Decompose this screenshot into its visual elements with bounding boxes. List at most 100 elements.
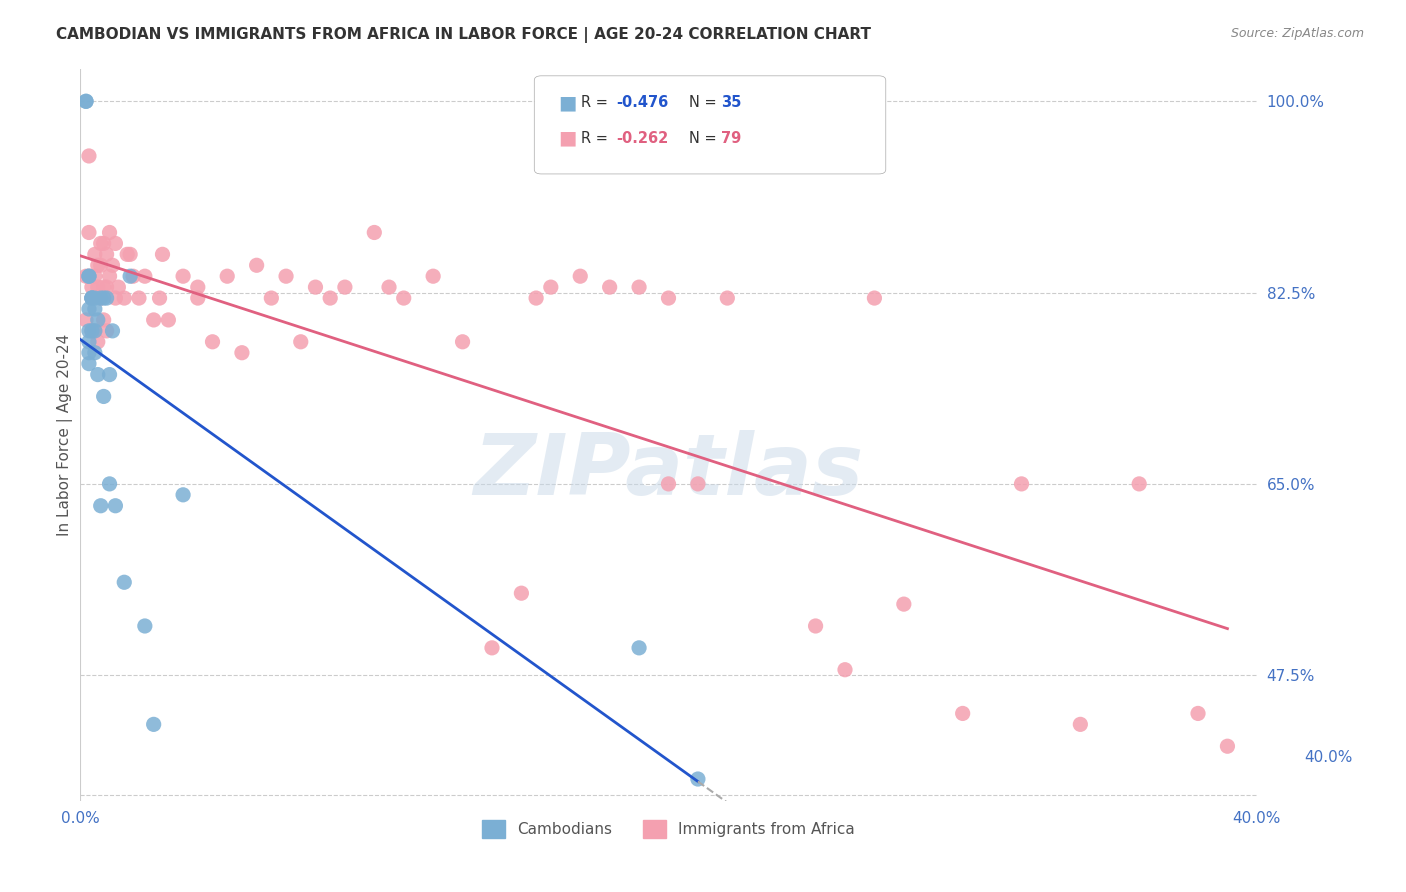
Point bbox=[77, 301, 100, 316]
Point bbox=[834, 663, 856, 677]
Point bbox=[392, 291, 415, 305]
Point bbox=[77, 324, 100, 338]
Point bbox=[1069, 717, 1091, 731]
Point bbox=[87, 313, 110, 327]
Text: Source: ZipAtlas.com: Source: ZipAtlas.com bbox=[1230, 27, 1364, 40]
Text: R =: R = bbox=[581, 131, 612, 145]
Point bbox=[217, 269, 239, 284]
Point bbox=[83, 324, 105, 338]
Point bbox=[77, 269, 100, 284]
Point bbox=[96, 324, 118, 338]
Point bbox=[1011, 476, 1033, 491]
Point bbox=[77, 334, 100, 349]
Point bbox=[540, 280, 562, 294]
Point bbox=[93, 291, 115, 305]
Point bbox=[98, 226, 121, 240]
Point bbox=[716, 291, 738, 305]
Point bbox=[96, 247, 118, 261]
Point bbox=[134, 619, 156, 633]
Point bbox=[80, 291, 103, 305]
Point bbox=[524, 291, 547, 305]
Point bbox=[77, 357, 100, 371]
Point bbox=[142, 717, 165, 731]
Point bbox=[481, 640, 503, 655]
Point bbox=[274, 269, 297, 284]
Point bbox=[628, 640, 651, 655]
Point bbox=[96, 291, 118, 305]
Point bbox=[77, 149, 100, 163]
Text: N =: N = bbox=[689, 95, 721, 110]
Point bbox=[98, 476, 121, 491]
Point bbox=[80, 324, 103, 338]
Point bbox=[378, 280, 401, 294]
Text: -0.476: -0.476 bbox=[616, 95, 668, 110]
Point bbox=[422, 269, 444, 284]
Point bbox=[120, 247, 142, 261]
Text: ■: ■ bbox=[558, 128, 576, 148]
Point bbox=[93, 280, 115, 294]
Point bbox=[510, 586, 533, 600]
Point bbox=[80, 291, 103, 305]
Point bbox=[93, 236, 115, 251]
Point bbox=[80, 291, 103, 305]
Point bbox=[115, 247, 138, 261]
Point bbox=[77, 345, 100, 359]
Point bbox=[231, 345, 253, 359]
Point bbox=[363, 226, 385, 240]
Point bbox=[657, 476, 679, 491]
Point bbox=[804, 619, 827, 633]
Point bbox=[120, 269, 142, 284]
Point bbox=[304, 280, 326, 294]
Point bbox=[187, 291, 209, 305]
Point bbox=[112, 291, 135, 305]
Point bbox=[83, 345, 105, 359]
Point bbox=[101, 258, 124, 272]
Text: CAMBODIAN VS IMMIGRANTS FROM AFRICA IN LABOR FORCE | AGE 20-24 CORRELATION CHART: CAMBODIAN VS IMMIGRANTS FROM AFRICA IN L… bbox=[56, 27, 872, 43]
Point bbox=[93, 389, 115, 403]
Point bbox=[80, 324, 103, 338]
Point bbox=[152, 247, 174, 261]
Point bbox=[77, 269, 100, 284]
Point bbox=[172, 269, 194, 284]
Point bbox=[83, 301, 105, 316]
Point bbox=[87, 280, 110, 294]
Point bbox=[952, 706, 974, 721]
Point bbox=[148, 291, 170, 305]
Point bbox=[128, 291, 150, 305]
Point bbox=[686, 476, 709, 491]
Point bbox=[98, 368, 121, 382]
Point bbox=[87, 334, 110, 349]
Point bbox=[90, 236, 112, 251]
Point bbox=[90, 291, 112, 305]
Point bbox=[112, 575, 135, 590]
Point bbox=[333, 280, 356, 294]
Point bbox=[96, 280, 118, 294]
Point bbox=[599, 280, 621, 294]
Point bbox=[863, 291, 886, 305]
Point bbox=[107, 280, 129, 294]
Point bbox=[142, 313, 165, 327]
Point bbox=[569, 269, 592, 284]
Point bbox=[75, 269, 97, 284]
Point bbox=[290, 334, 312, 349]
Point bbox=[1216, 739, 1239, 754]
Text: ■: ■ bbox=[558, 93, 576, 112]
Point bbox=[201, 334, 224, 349]
Legend: Cambodians, Immigrants from Africa: Cambodians, Immigrants from Africa bbox=[477, 814, 860, 845]
Point bbox=[87, 368, 110, 382]
Point bbox=[101, 324, 124, 338]
Point bbox=[104, 236, 127, 251]
Point bbox=[80, 280, 103, 294]
Point bbox=[83, 269, 105, 284]
Point bbox=[90, 291, 112, 305]
Point bbox=[75, 313, 97, 327]
Point bbox=[246, 258, 269, 272]
Text: 79: 79 bbox=[721, 131, 741, 145]
Point bbox=[75, 95, 97, 109]
Point bbox=[686, 772, 709, 786]
Text: 40.0%: 40.0% bbox=[1303, 749, 1353, 764]
Point bbox=[83, 291, 105, 305]
Point bbox=[87, 258, 110, 272]
Point bbox=[1187, 706, 1209, 721]
Point bbox=[83, 324, 105, 338]
